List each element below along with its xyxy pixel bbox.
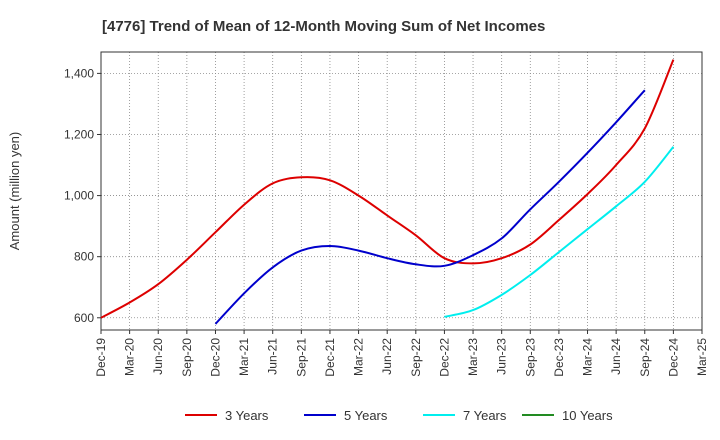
x-tick-label: Sep-21 xyxy=(294,338,308,377)
legend-label: 10 Years xyxy=(562,408,613,423)
legend-label: 3 Years xyxy=(225,408,269,423)
legend: 3 Years 5 Years 7 Years 10 Years xyxy=(185,408,613,423)
x-tick-label: Mar-23 xyxy=(466,338,480,376)
y-axis-label: Amount (million yen) xyxy=(7,132,22,251)
legend-label: 5 Years xyxy=(344,408,388,423)
y-tick-label: 600 xyxy=(74,311,94,325)
x-tick-label: Jun-22 xyxy=(380,338,394,375)
y-tick-label: 1,000 xyxy=(64,189,94,203)
x-tick-label: Jun-21 xyxy=(266,338,280,375)
chart-title: [4776] Trend of Mean of 12-Month Moving … xyxy=(102,18,545,35)
x-tick-label: Sep-23 xyxy=(523,338,537,377)
y-tick-label: 800 xyxy=(74,250,94,264)
x-tick-label: Jun-23 xyxy=(495,338,509,375)
x-tick-label: Mar-21 xyxy=(237,338,251,376)
x-tick-label: Mar-24 xyxy=(581,338,595,376)
plot-area xyxy=(100,51,703,331)
x-tick-label: Sep-22 xyxy=(409,338,423,377)
y-axis-ticks: 600 800 1,000 1,200 1,400 xyxy=(64,66,101,325)
x-tick-label: Sep-24 xyxy=(638,338,652,377)
x-tick-label: Dec-20 xyxy=(208,338,222,377)
series-lines xyxy=(100,59,675,325)
x-tick-label: Jun-20 xyxy=(151,338,165,375)
x-tick-label: Jun-24 xyxy=(609,338,623,375)
x-tick-label: Dec-24 xyxy=(666,338,680,377)
x-tick-label: Sep-20 xyxy=(180,338,194,377)
x-axis-ticks: Dec-19 Mar-20 Jun-20 Sep-20 Dec-20 Mar-21 Jun-… xyxy=(94,330,709,377)
x-tick-label: Dec-23 xyxy=(552,338,566,377)
x-tick-label: Mar-20 xyxy=(123,338,137,376)
x-tick-label: Dec-22 xyxy=(437,338,451,377)
y-tick-label: 1,200 xyxy=(64,127,94,141)
series-line-2 xyxy=(444,146,675,318)
y-tick-label: 1,400 xyxy=(64,66,94,80)
series-line-0 xyxy=(100,59,675,319)
x-tick-label: Dec-19 xyxy=(94,338,108,377)
series-line-1 xyxy=(214,89,646,325)
legend-label: 7 Years xyxy=(463,408,507,423)
x-tick-label: Mar-25 xyxy=(695,338,709,376)
x-tick-label: Dec-21 xyxy=(323,338,337,377)
grid xyxy=(101,52,702,330)
x-tick-label: Mar-22 xyxy=(352,338,366,376)
